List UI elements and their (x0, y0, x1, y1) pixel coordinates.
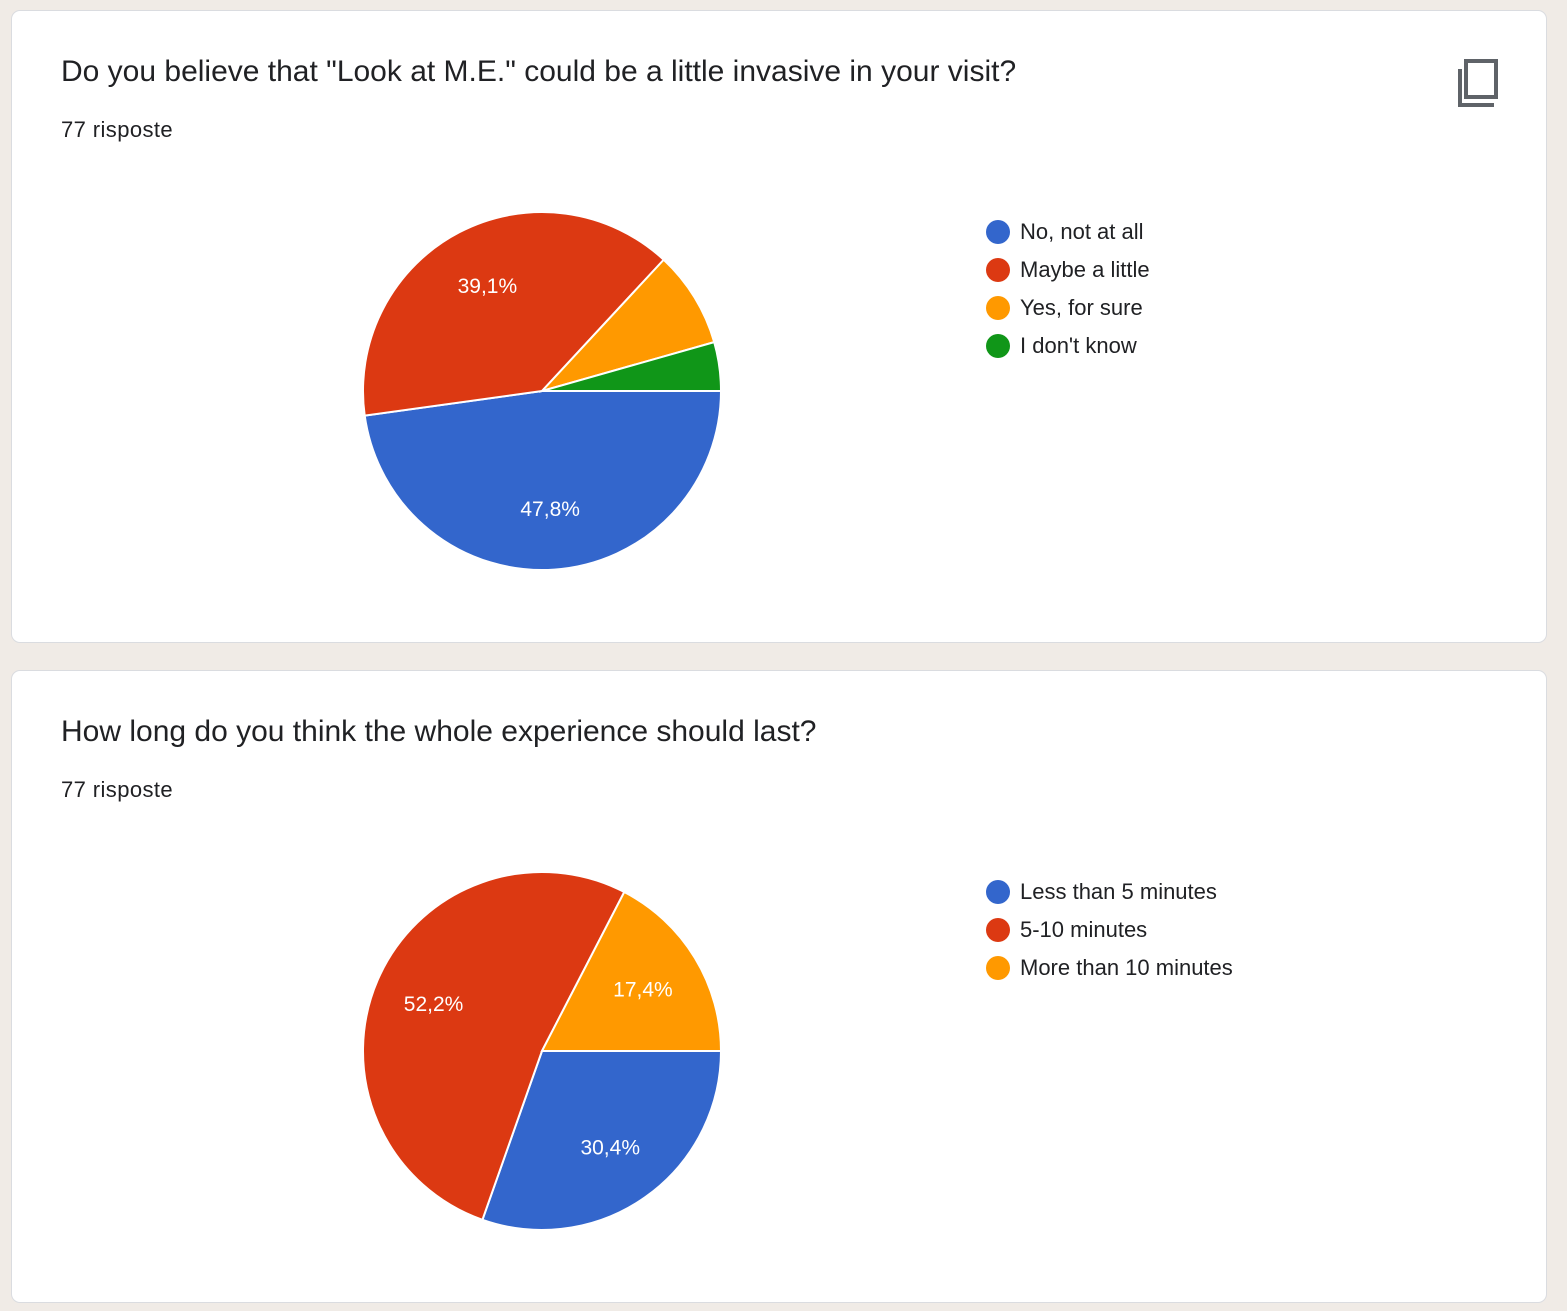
legend-swatch (986, 220, 1010, 244)
legend-label: No, not at all (1020, 219, 1144, 244)
chart-legend: Less than 5 minutes 5-10 minutes More than… (986, 873, 1233, 987)
pie-slice (363, 390, 723, 571)
pie-chart: 47,8% 39,1% (362, 211, 723, 571)
legend-label: I don't know (1020, 333, 1137, 358)
legend-label: Maybe a little (1020, 257, 1150, 282)
legend-item: I don't know (986, 327, 1150, 365)
pie-slice (362, 211, 666, 417)
legend-item: More than 10 minutes (986, 949, 1233, 987)
legend-item: Maybe a little (986, 251, 1150, 289)
legend-item: 5-10 minutes (986, 911, 1233, 949)
legend-label: 5-10 minutes (1020, 917, 1148, 942)
copy-icon (1458, 59, 1498, 107)
slice-label: 39,1% (458, 275, 518, 298)
chart-legend: No, not at all Maybe a little Yes, for sur… (986, 213, 1150, 365)
legend-swatch (986, 880, 1010, 904)
legend-label: Yes, for sure (1020, 295, 1143, 320)
pie-slice (538, 258, 716, 393)
legend-swatch (986, 334, 1010, 358)
legend-item: Less than 5 minutes (986, 873, 1233, 911)
legend-item: No, not at all (986, 213, 1150, 251)
slice-label: 17,4% (613, 979, 673, 1002)
slice-label: 30,4% (580, 1136, 640, 1159)
response-count: 77 risposte (61, 777, 174, 802)
slice-label: 47,8% (520, 498, 580, 521)
pie-chart: 30,4% 52,2% 17,4% (362, 871, 723, 1231)
question-card: How long do you think the whole experien… (11, 670, 1547, 1303)
legend-label: More than 10 minutes (1020, 955, 1233, 980)
legend-swatch (986, 258, 1010, 282)
legend-swatch (986, 956, 1010, 980)
slice-label: 52,2% (404, 993, 464, 1016)
question-title: Do you believe that "Look at M.E." could… (61, 55, 1017, 88)
pie-slice (362, 871, 626, 1222)
legend-swatch (986, 296, 1010, 320)
legend-swatch (986, 918, 1010, 942)
copy-chart-button[interactable] (1450, 57, 1504, 111)
question-card: Do you believe that "Look at M.E." could… (11, 10, 1547, 643)
question-title: How long do you think the whole experien… (61, 715, 817, 748)
pie-slice (541, 340, 723, 392)
legend-item: Yes, for sure (986, 289, 1150, 327)
pie-slice (481, 1050, 723, 1231)
response-count: 77 risposte (61, 117, 174, 142)
legend-label: Less than 5 minutes (1020, 879, 1217, 904)
pie-slice (540, 890, 723, 1052)
